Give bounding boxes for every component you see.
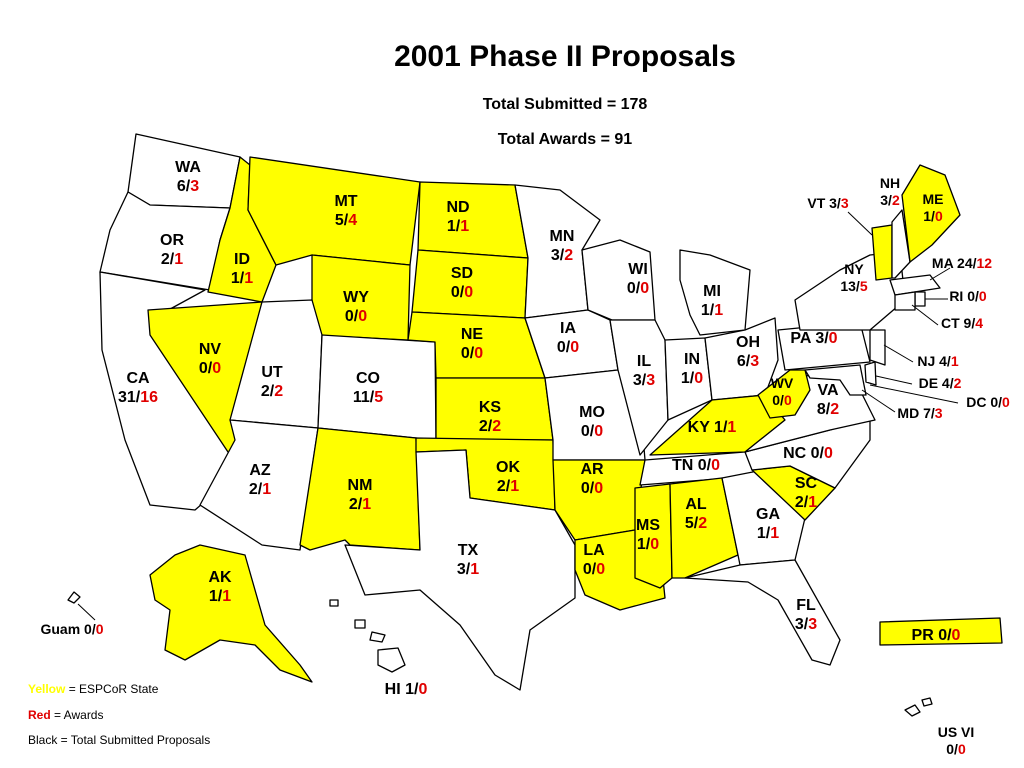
- label-ny: NY 13/5: [840, 261, 867, 294]
- label-oh: OH 6/3: [736, 334, 760, 370]
- label-nc: NC 0/0: [783, 445, 833, 462]
- leader-line-nj: [883, 344, 914, 363]
- leader-line-ct: [911, 304, 939, 326]
- label-pr: PR 0/0: [912, 627, 961, 644]
- state-nh: [891, 209, 911, 279]
- label-nm: NM 2/1: [348, 477, 373, 513]
- label-sc: SC 2/1: [795, 475, 818, 511]
- label-ca: CA 31/16: [118, 370, 158, 406]
- label-ms: MS 1/0: [636, 517, 660, 553]
- label-ma: MA 24/12: [932, 255, 992, 271]
- label-nh: NH 3/2: [880, 175, 900, 208]
- state-hi: [329, 599, 406, 673]
- label-wv: WV 0/0: [771, 375, 794, 408]
- state-me: [901, 164, 961, 263]
- label-co: CO 11/5: [353, 370, 383, 406]
- state-de: [864, 361, 877, 386]
- label-mo: MO 0/0: [579, 404, 605, 440]
- label-ak: AK 1/1: [208, 569, 232, 605]
- label-ia: IA 0/0: [557, 320, 579, 356]
- label-ok: OK 2/1: [496, 459, 520, 495]
- label-md: MD 7/3: [897, 405, 942, 421]
- label-ri: RI 0/0: [949, 288, 987, 304]
- state-ct: [894, 291, 916, 311]
- leader-line-md: [861, 389, 896, 413]
- legend-submitted: Black = Total Submitted Proposals: [28, 733, 211, 747]
- state-ms: [634, 483, 673, 589]
- label-de: DE 4/2: [919, 375, 962, 391]
- legend-espcor: Yellow = ESPCoR State: [28, 682, 159, 696]
- label-az: AZ 2/1: [249, 462, 271, 498]
- leader-line-vt: [847, 211, 873, 236]
- state-ri: [914, 291, 926, 307]
- label-ar: AR 0/0: [580, 461, 604, 497]
- label-hi: HI 1/0: [385, 681, 428, 698]
- label-ut: UT 2/2: [261, 364, 283, 400]
- total-awards: Total Awards = 91: [497, 131, 633, 148]
- label-ct: CT 9/4: [941, 315, 983, 331]
- state-vt: [871, 224, 893, 281]
- map-title: 2001 Phase II Proposals: [394, 40, 736, 73]
- label-la: LA 0/0: [583, 542, 605, 578]
- state-al: [669, 477, 739, 579]
- label-fl: FL 3/3: [795, 597, 817, 633]
- label-vt: VT 3/3: [807, 195, 848, 211]
- state-nj: [869, 329, 886, 366]
- state-tx: [344, 449, 576, 691]
- label-al: AL 5/2: [685, 496, 707, 532]
- label-wi: WI 0/0: [627, 261, 649, 297]
- label-dc: DC 0/0: [966, 394, 1010, 410]
- leader-line-ma: [929, 267, 951, 281]
- label-in: IN 1/0: [681, 351, 703, 387]
- leader-line-de: [875, 375, 913, 385]
- leader-line-guam: [77, 603, 96, 621]
- state-ma: [889, 274, 941, 296]
- label-pa: PA 3/0: [790, 330, 837, 347]
- label-wa: WA 6/3: [175, 159, 201, 195]
- state-ak: [149, 544, 313, 683]
- total-submitted: Total Submitted = 178: [482, 96, 648, 113]
- label-ga: GA 1/1: [756, 506, 780, 542]
- state-pr: [879, 617, 1003, 646]
- label-me: ME 1/0: [923, 191, 944, 224]
- label-ky: KY 1/1: [688, 419, 737, 436]
- label-guam: Guam 0/0: [40, 621, 103, 637]
- label-id: ID 1/1: [231, 251, 253, 287]
- label-sd: SD 0/0: [451, 265, 473, 301]
- label-nd: ND 1/1: [446, 199, 469, 235]
- state-guam: [67, 591, 81, 604]
- label-tx: TX 3/1: [457, 542, 479, 578]
- state-md: [804, 364, 867, 396]
- legend-awards: Red = Awards: [28, 708, 104, 722]
- state-nd: [417, 181, 529, 259]
- label-ks: KS 2/2: [479, 399, 502, 435]
- label-mt: MT 5/4: [334, 193, 357, 229]
- state-il: [609, 319, 669, 456]
- state-mt: [247, 156, 421, 266]
- label-nj: NJ 4/1: [917, 353, 958, 369]
- state-mi: [679, 249, 751, 336]
- label-us-vi: US VI 0/0: [938, 724, 975, 757]
- label-or: OR 2/1: [160, 232, 184, 268]
- label-nv: NV 0/0: [199, 341, 222, 377]
- label-va: VA 8/2: [817, 382, 839, 418]
- label-ne: NE 0/0: [461, 326, 484, 362]
- state-fl: [684, 559, 841, 666]
- state-us-vi: [904, 697, 933, 717]
- label-mi: MI 1/1: [701, 283, 723, 319]
- label-wy: WY 0/0: [343, 289, 369, 325]
- label-mn: MN 3/2: [550, 228, 575, 264]
- label-tn: TN 0/0: [672, 457, 720, 474]
- state-co: [317, 334, 437, 441]
- label-il: IL 3/3: [633, 353, 655, 389]
- leader-line-dc: [869, 384, 959, 404]
